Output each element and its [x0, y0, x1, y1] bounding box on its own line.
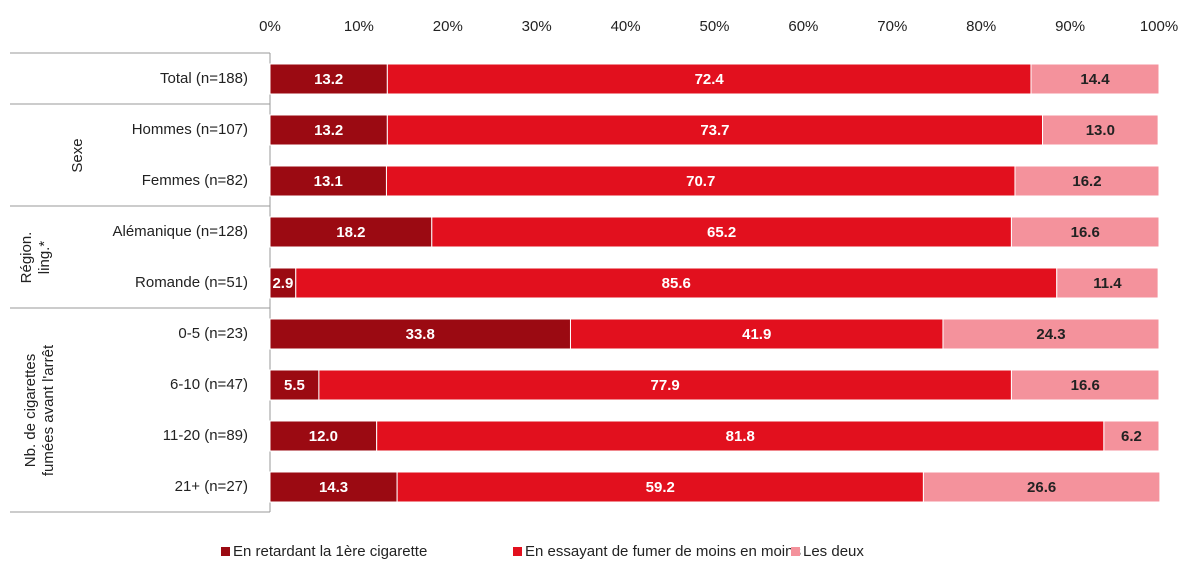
value-label: 13.0	[1086, 122, 1115, 139]
x-tick-label: 70%	[877, 18, 907, 35]
value-label: 85.6	[662, 275, 691, 292]
bar-segment	[376, 420, 1105, 452]
legend-swatch	[513, 547, 522, 556]
legend-swatch	[221, 547, 230, 556]
value-label: 12.0	[309, 428, 338, 445]
x-tick-label: 0%	[259, 18, 281, 35]
group-label: ling.*	[36, 241, 53, 275]
bar-segment	[269, 165, 387, 197]
bar-segment	[386, 114, 1044, 146]
category-label: 21+ (n=27)	[175, 478, 248, 495]
value-label: 73.7	[700, 122, 729, 139]
legend-label: Les deux	[803, 543, 864, 560]
bar-segment	[1014, 165, 1160, 197]
category-label: 11-20 (n=89)	[163, 427, 248, 444]
x-tick-label: 60%	[788, 18, 818, 35]
value-label: 70.7	[686, 173, 715, 190]
bar-segment	[396, 471, 924, 503]
value-label: 2.9	[272, 275, 293, 292]
bar-segment	[269, 267, 297, 299]
x-tick-label: 100%	[1140, 18, 1178, 35]
value-label: 33.8	[406, 326, 435, 343]
value-label: 16.2	[1072, 173, 1101, 190]
value-label: 81.8	[726, 428, 755, 445]
value-label: 16.6	[1071, 377, 1100, 394]
group-label: Nb. de cigarettes	[22, 354, 39, 467]
value-label: 5.5	[284, 377, 305, 394]
bar-segment	[1010, 369, 1160, 401]
value-label: 11.4	[1093, 275, 1122, 292]
bar-segment	[295, 267, 1058, 299]
value-label: 13.1	[314, 173, 343, 190]
value-label: 13.2	[314, 122, 343, 139]
bar-segment	[269, 216, 433, 248]
value-label: 16.6	[1071, 224, 1100, 241]
legend-label: En essayant de fumer de moins en moins	[525, 543, 801, 560]
bar-segment	[1030, 63, 1160, 95]
bar-segment	[385, 165, 1016, 197]
category-label: 6-10 (n=47)	[170, 376, 248, 393]
value-label: 6.2	[1121, 428, 1142, 445]
legend-label: En retardant la 1ère cigarette	[233, 543, 427, 560]
category-label: Hommes (n=107)	[132, 121, 248, 138]
value-label: 14.3	[319, 479, 348, 496]
value-label: 77.9	[651, 377, 680, 394]
value-label: 41.9	[742, 326, 771, 343]
value-label: 18.2	[336, 224, 365, 241]
x-tick-label: 80%	[966, 18, 996, 35]
bar-segment	[1103, 420, 1160, 452]
bar-segment	[1010, 216, 1160, 248]
x-tick-label: 50%	[699, 18, 729, 35]
category-label: Romande (n=51)	[135, 274, 248, 291]
x-tick-label: 90%	[1055, 18, 1085, 35]
value-label: 24.3	[1036, 326, 1065, 343]
group-label: Sexe	[69, 138, 86, 172]
x-tick-label: 20%	[433, 18, 463, 35]
bar-segment	[269, 63, 388, 95]
value-label: 26.6	[1027, 479, 1056, 496]
x-tick-label: 10%	[344, 18, 374, 35]
bar-segment	[1042, 114, 1159, 146]
bar-segment	[942, 318, 1160, 350]
category-label: 0-5 (n=23)	[178, 325, 248, 342]
legend-swatch	[791, 547, 800, 556]
category-label: Total (n=188)	[160, 70, 248, 87]
category-label: Femmes (n=82)	[142, 172, 248, 189]
bar-segment	[922, 471, 1161, 503]
bar-segment	[569, 318, 944, 350]
x-tick-label: 30%	[522, 18, 552, 35]
category-label: Alémanique (n=128)	[112, 223, 248, 240]
value-label: 13.2	[314, 71, 343, 88]
group-label: fumées avant l'arrêt	[40, 344, 57, 476]
bar-segment	[431, 216, 1012, 248]
x-tick-label: 40%	[611, 18, 641, 35]
value-label: 59.2	[646, 479, 675, 496]
bar-segment	[1056, 267, 1159, 299]
bar-segment	[269, 114, 388, 146]
value-label: 65.2	[707, 224, 736, 241]
value-label: 72.4	[695, 71, 725, 88]
group-label: Région.	[18, 232, 35, 284]
value-label: 14.4	[1080, 71, 1110, 88]
